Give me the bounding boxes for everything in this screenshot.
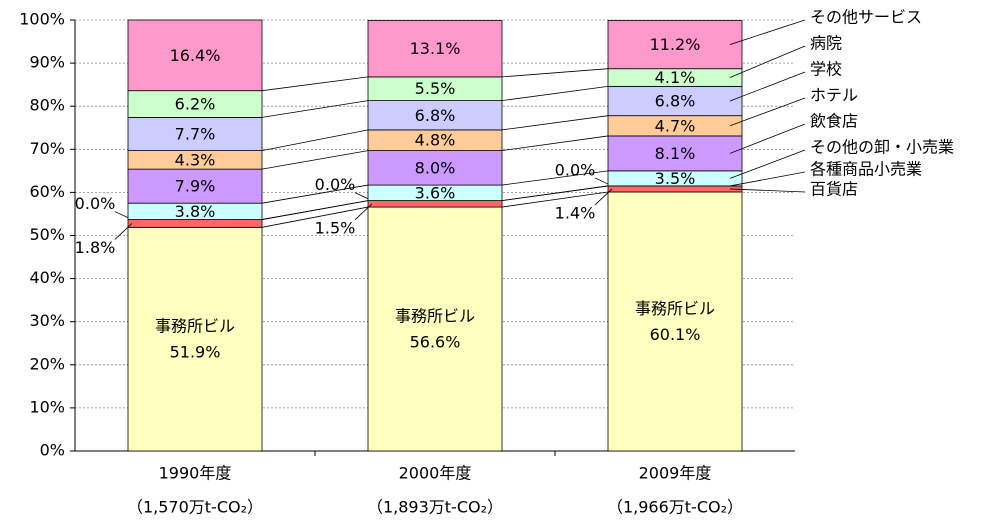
value-label: 3.5% — [655, 169, 696, 188]
series-line — [261, 150, 369, 170]
bar-segment — [607, 20, 743, 70]
value-label: 6.2% — [175, 95, 216, 114]
legend-leader — [729, 171, 806, 187]
value-label: 5.5% — [415, 79, 456, 98]
y-tick-label: 10% — [29, 397, 65, 416]
legend-label: 飲食店 — [810, 112, 858, 131]
value-label: 7.7% — [175, 124, 216, 143]
legend-label: 学校 — [810, 60, 842, 79]
x-tick-sublabel: （1,966万t-CO₂） — [607, 498, 743, 517]
legend-leader — [729, 97, 806, 127]
series-line — [501, 170, 609, 186]
series-line — [501, 191, 609, 208]
value-label: 1.4% — [555, 203, 596, 222]
value-label: 51.9% — [170, 343, 221, 362]
y-tick-label: 50% — [29, 225, 65, 244]
x-tick-sublabel: （1,893万t-CO₂） — [367, 498, 503, 517]
value-label: 8.1% — [655, 144, 696, 163]
value-label: 1.5% — [315, 218, 356, 237]
label-leader — [354, 203, 373, 221]
value-label: 4.1% — [655, 68, 696, 87]
label-leader — [594, 188, 613, 206]
legend-label: 各種商品小売業 — [810, 160, 922, 179]
value-label: 3.8% — [175, 202, 216, 221]
series-line — [261, 184, 369, 204]
value-label: 16.4% — [170, 46, 221, 65]
legend-leader — [729, 71, 806, 102]
bar-segment — [607, 85, 743, 117]
value-label: 56.6% — [410, 333, 461, 352]
value-label: 0.0% — [555, 160, 596, 179]
legend-leader — [729, 188, 806, 193]
x-tick-label: 1990年度 — [159, 464, 232, 483]
value-label: 4.8% — [415, 131, 456, 150]
bar-segment — [127, 226, 263, 452]
series-line — [501, 115, 609, 131]
legend-label: 病院 — [810, 34, 842, 53]
legend-label: ホテル — [810, 86, 858, 105]
y-tick-label: 90% — [29, 53, 65, 72]
series-line — [261, 100, 369, 118]
x-tick-label: 2009年度 — [639, 464, 712, 483]
bar-segment — [127, 117, 263, 151]
legend-label: その他サービス — [810, 8, 922, 27]
series-line — [501, 185, 609, 201]
legend-label: その他の卸・小売業 — [810, 138, 954, 157]
bar-segment — [127, 90, 263, 118]
value-label: 4.7% — [655, 116, 696, 135]
value-label: 6.8% — [655, 92, 696, 111]
value-label: 6.8% — [415, 106, 456, 125]
value-label: 60.1% — [650, 325, 701, 344]
series-line — [261, 200, 369, 220]
value-label: 8.0% — [415, 158, 456, 177]
y-tick-label: 30% — [29, 311, 65, 330]
value-label: 7.9% — [175, 177, 216, 196]
y-tick-label: 40% — [29, 268, 65, 287]
label-leader — [114, 223, 133, 240]
series-line — [261, 206, 369, 228]
y-tick-label: 100% — [19, 10, 65, 29]
value-label: 1.8% — [75, 238, 116, 257]
x-tick-label: 2000年度 — [399, 464, 472, 483]
series-line — [501, 85, 609, 101]
legend-label: 百貨店 — [810, 180, 858, 199]
series-line — [261, 76, 369, 92]
bar-segment — [607, 191, 743, 452]
series-line — [501, 68, 609, 78]
bar-segment — [127, 19, 263, 92]
bar-segment — [127, 168, 263, 204]
value-label: 4.3% — [175, 150, 216, 169]
series-line — [501, 135, 609, 151]
y-tick-label: 80% — [29, 96, 65, 115]
bar-series-name: 事務所ビル — [635, 299, 715, 318]
value-label: 0.0% — [75, 194, 116, 213]
value-label: 11.2% — [650, 35, 701, 54]
legend-leader — [729, 45, 806, 78]
x-tick-sublabel: （1,570万t-CO₂） — [127, 498, 263, 517]
series-line — [261, 129, 369, 151]
y-tick-label: 20% — [29, 354, 65, 373]
bar-segment — [367, 20, 503, 78]
legend-leader — [729, 149, 806, 179]
legend-leader — [729, 19, 806, 45]
value-label: 0.0% — [315, 175, 356, 194]
bar-series-name: 事務所ビル — [155, 317, 235, 336]
value-label: 13.1% — [410, 39, 461, 58]
bar-segment — [367, 206, 503, 452]
bar-segment — [607, 135, 743, 172]
value-label: 3.6% — [415, 183, 456, 202]
y-tick-label: 0% — [40, 441, 65, 460]
y-tick-label: 70% — [29, 139, 65, 158]
y-tick-label: 60% — [29, 182, 65, 201]
bar-series-name: 事務所ビル — [395, 307, 475, 326]
bar-segment — [367, 150, 503, 186]
legend-leader — [729, 123, 806, 154]
